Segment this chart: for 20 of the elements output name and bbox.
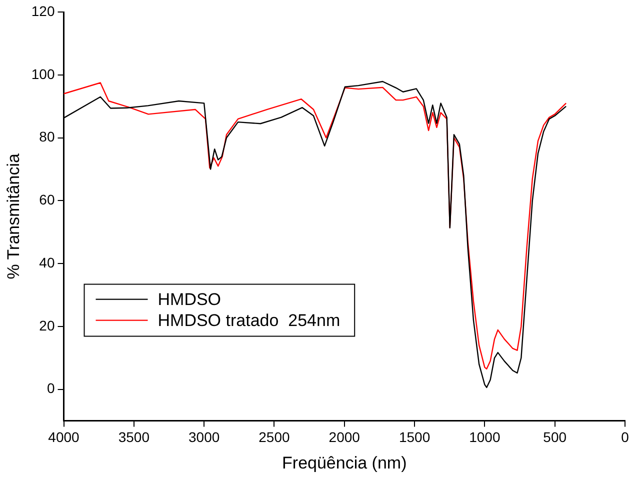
x-tick-label: 3000 <box>188 429 220 446</box>
x-tick-label: 1500 <box>398 429 430 446</box>
y-tick-label: 100 <box>31 66 55 82</box>
y-tick-label: 20 <box>39 317 55 334</box>
y-tick-label: 0 <box>46 380 55 396</box>
x-tick-label: 3500 <box>118 429 150 446</box>
y-tick-label: 40 <box>39 254 55 270</box>
legend-label: HMDSO <box>158 290 222 309</box>
x-tick-label: 2000 <box>328 429 360 446</box>
y-tick-label: 80 <box>39 128 55 145</box>
x-axis-title: Freqüência (nm) <box>282 453 407 472</box>
x-tick-label: 4000 <box>48 429 80 446</box>
y-tick-label: 60 <box>39 192 55 208</box>
x-tick-label: 1000 <box>469 429 500 446</box>
x-tick-label: 500 <box>543 429 567 446</box>
y-axis-title: % Transmitância <box>4 153 23 280</box>
legend-label: HMDSO tratado 254nm <box>158 310 340 330</box>
x-tick-label: 2500 <box>258 429 290 446</box>
y-tick-label: 120 <box>31 2 55 19</box>
x-tick-label: 0 <box>621 429 630 446</box>
